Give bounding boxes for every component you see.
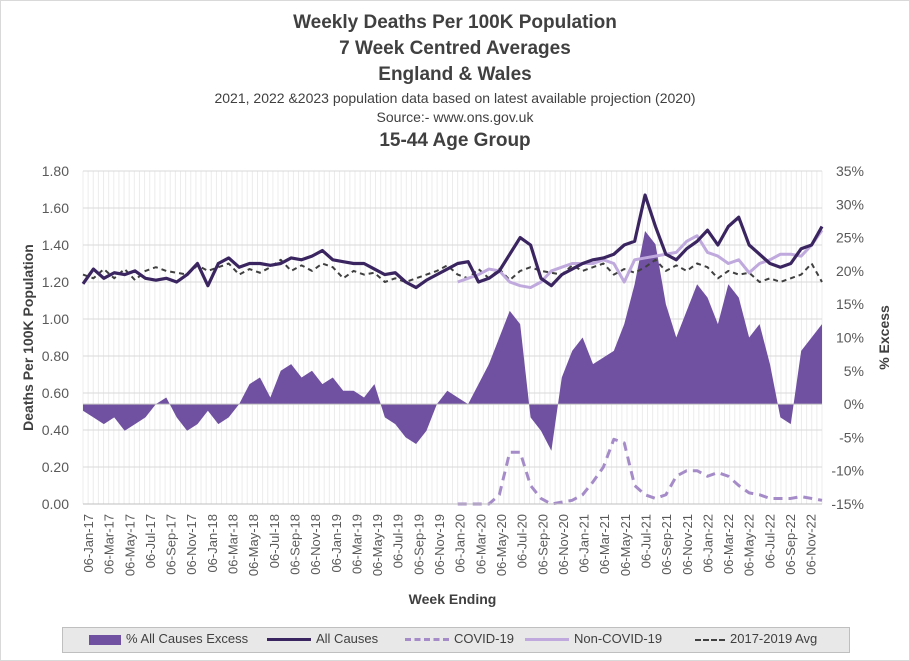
x-tick-label: 06-May-22 bbox=[742, 514, 757, 576]
series-excess-area bbox=[83, 230, 822, 451]
x-tick-label: 06-May-20 bbox=[494, 514, 509, 576]
series-non-covid-line bbox=[457, 229, 824, 290]
y-axis-title: Deaths Per 100K Population bbox=[20, 244, 36, 431]
x-tick-label: 06-Jul-17 bbox=[143, 514, 158, 568]
x-tick-label: 06-Jul-22 bbox=[762, 514, 777, 568]
x-axis-title: Week Ending bbox=[409, 591, 497, 607]
y-tick-label: 0.20 bbox=[42, 459, 69, 475]
x-tick-label: 06-Jul-20 bbox=[515, 514, 530, 568]
legend: % All Causes Excess All Causes COVID-19 … bbox=[62, 627, 850, 653]
y2-tick-label: -10% bbox=[831, 463, 864, 479]
y2-tick-label: -5% bbox=[839, 429, 864, 445]
x-tick-label: 06-Mar-22 bbox=[721, 514, 736, 574]
legend-label-covid: COVID-19 bbox=[454, 631, 514, 646]
chart-source: Source:- www.ons.gov.uk bbox=[376, 109, 534, 125]
x-tick-label: 06-Jul-19 bbox=[391, 514, 406, 568]
legend-label-excess: % All Causes Excess bbox=[126, 631, 249, 646]
y-tick-label: 1.60 bbox=[42, 200, 69, 216]
chart-title: Weekly Deaths Per 100K Population bbox=[293, 12, 617, 33]
legend-label-all-causes: All Causes bbox=[316, 631, 379, 646]
y2-tick-label: 30% bbox=[836, 196, 864, 212]
chart-title-line2: 7 Week Centred Averages bbox=[339, 38, 571, 59]
x-tick-label: 06-Jan-17 bbox=[81, 514, 96, 573]
y-tick-label: 0.80 bbox=[42, 348, 69, 364]
x-tick-label: 06-Nov-17 bbox=[184, 514, 199, 575]
x-tick-label: 06-Sep-22 bbox=[783, 514, 798, 575]
x-tick-label: 06-Mar-20 bbox=[473, 514, 488, 574]
y2-tick-label: -15% bbox=[831, 496, 864, 512]
chart-note: 2021, 2022 &2023 population data based o… bbox=[214, 90, 696, 106]
y2-axis-title: % Excess bbox=[876, 305, 892, 370]
y2-tick-label: 25% bbox=[836, 230, 864, 246]
y-tick-label: 0.00 bbox=[42, 496, 69, 512]
y-tick-label: 1.80 bbox=[42, 163, 69, 179]
x-tick-label: 06-Jan-19 bbox=[329, 514, 344, 573]
series-avg-line bbox=[82, 258, 823, 283]
y2-tick-label: 5% bbox=[844, 363, 864, 379]
legend-swatch-covid bbox=[405, 638, 449, 642]
y-tick-label: 1.20 bbox=[42, 274, 69, 290]
y-tick-label: 1.00 bbox=[42, 311, 69, 327]
x-tick-label: 06-Sep-21 bbox=[659, 514, 674, 575]
chart-subtitle: 15-44 Age Group bbox=[379, 130, 531, 151]
legend-label-avg: 2017-2019 Avg bbox=[730, 631, 818, 646]
x-tick-label: 06-Sep-20 bbox=[535, 514, 550, 575]
x-tick-label: 06-May-21 bbox=[618, 514, 633, 576]
x-tick-label: 06-Jan-21 bbox=[577, 514, 592, 573]
x-tick-label: 06-Mar-18 bbox=[226, 514, 241, 574]
x-tick-label: 06-Mar-19 bbox=[349, 514, 364, 574]
y2-tick-label: 0% bbox=[844, 396, 864, 412]
x-tick-label: 06-Nov-21 bbox=[680, 514, 695, 575]
legend-label-non-covid: Non-COVID-19 bbox=[574, 631, 663, 646]
legend-swatch-avg bbox=[695, 638, 725, 641]
x-tick-label: 06-May-18 bbox=[246, 514, 261, 576]
legend-item-covid: COVID-19 bbox=[405, 631, 514, 646]
y2-tick-label: 35% bbox=[836, 163, 864, 179]
x-tick-label: 06-Mar-21 bbox=[597, 514, 612, 574]
legend-item-non-covid: Non-COVID-19 bbox=[525, 631, 662, 646]
x-tick-label: 06-Jan-22 bbox=[700, 514, 715, 573]
x-tick-label: 06-Jan-20 bbox=[453, 514, 468, 573]
x-tick-label: 06-Nov-19 bbox=[432, 514, 447, 575]
y2-tick-label: 10% bbox=[836, 330, 864, 346]
x-tick-label: 06-Nov-22 bbox=[804, 514, 819, 575]
y2-tick-label: 15% bbox=[836, 296, 864, 312]
x-tick-label: 06-Sep-19 bbox=[411, 514, 426, 575]
y-tick-label: 0.40 bbox=[42, 422, 69, 438]
x-tick-label: 06-Nov-18 bbox=[308, 514, 323, 575]
y-tick-label: 0.60 bbox=[42, 385, 69, 401]
legend-item-excess: % All Causes Excess bbox=[89, 631, 248, 646]
legend-item-avg: 2017-2019 Avg bbox=[695, 631, 817, 646]
legend-item-all-causes: All Causes bbox=[267, 631, 378, 646]
series-covid-line bbox=[457, 437, 823, 506]
x-tick-label: 06-Mar-17 bbox=[102, 514, 117, 574]
y2-tick-label: 20% bbox=[836, 263, 864, 279]
legend-swatch-excess bbox=[89, 634, 121, 645]
x-tick-label: 06-Jul-18 bbox=[267, 514, 282, 568]
x-tick-label: 06-Sep-18 bbox=[287, 514, 302, 575]
x-tick-label: 06-Nov-20 bbox=[556, 514, 571, 575]
y-tick-label: 1.40 bbox=[42, 237, 69, 253]
x-tick-label: 06-Jul-21 bbox=[638, 514, 653, 568]
x-tick-label: 06-May-17 bbox=[122, 514, 137, 576]
legend-swatch-non-covid bbox=[525, 638, 569, 642]
legend-swatch-all-causes bbox=[267, 638, 311, 642]
series-all-causes-line bbox=[81, 193, 824, 290]
chart-title-line3: England & Wales bbox=[378, 64, 532, 85]
x-tick-label: 06-Jan-18 bbox=[205, 514, 220, 573]
x-tick-label: 06-Sep-17 bbox=[164, 514, 179, 575]
x-tick-label: 06-May-19 bbox=[370, 514, 385, 576]
